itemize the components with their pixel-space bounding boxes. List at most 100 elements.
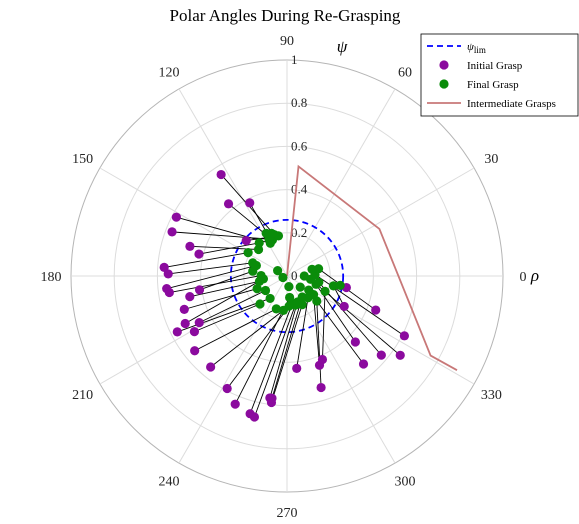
grasp-trajectory-line — [194, 303, 261, 333]
final-grasp-point — [252, 284, 262, 294]
angular-tick-label: 270 — [277, 506, 298, 521]
final-grasp-point — [265, 293, 275, 304]
grasp-trajectory-line — [254, 304, 296, 418]
angular-tick-labels: 0 30 60 90 120 150 180 210 240 270 300 330 — [41, 34, 527, 521]
intermediate-grasp-path — [286, 164, 458, 371]
grid-spoke — [178, 275, 288, 464]
initial-grasp-point — [339, 301, 349, 312]
psi-lim-circle — [229, 218, 345, 334]
grasp-trajectory-line — [189, 280, 260, 298]
final-grasp-point — [254, 238, 264, 248]
radial-tick-label: 0.8 — [291, 95, 307, 110]
grasp-trajectory-line — [177, 298, 271, 333]
initial-grasp-point — [292, 363, 302, 373]
final-grasp-point — [266, 228, 277, 238]
angular-tick-label: 30 — [484, 152, 498, 167]
initial-grasp-point — [223, 199, 234, 209]
initial-grasp-point — [399, 331, 409, 341]
grasp-trajectory-line — [313, 294, 320, 366]
angular-tick-label: 60 — [398, 66, 412, 81]
angular-tick-label: 150 — [72, 152, 93, 167]
initial-grasp-point — [189, 327, 200, 337]
grasp-trajectory-line — [318, 281, 382, 356]
angular-tick-label: 210 — [72, 388, 93, 403]
final-grasp-point — [255, 299, 265, 309]
initial-grasp-point — [163, 269, 173, 279]
initial-grasp-point — [376, 350, 386, 360]
legend-label: Final Grasp — [467, 79, 519, 91]
initial-grasp-point — [194, 249, 204, 259]
final-grasp-point — [243, 248, 253, 258]
radial-tick-label: 0.2 — [291, 225, 307, 240]
grid-spoke — [286, 275, 475, 385]
initial-grasp-point — [395, 350, 405, 360]
grasp-trajectory-line — [316, 300, 322, 388]
angular-tick-label: 180 — [41, 270, 62, 285]
psi-lim-circle-layer — [229, 218, 345, 334]
final-grasp-point — [307, 264, 317, 274]
radial-axis-symbol: ψ — [337, 37, 348, 56]
angular-tick-label: 240 — [159, 474, 180, 489]
legend-label: Intermediate Grasps — [467, 98, 556, 110]
grasp-trajectory-line — [226, 305, 290, 389]
legend-label: Initial Grasp — [467, 60, 523, 72]
legend-swatch-marker — [439, 79, 449, 89]
grasp-trajectory-line — [271, 304, 303, 403]
initial-grasp-point — [194, 318, 204, 328]
initial-grasp-point — [172, 327, 182, 337]
initial-grasp-point — [164, 287, 174, 298]
grasp-trajectory-line — [199, 290, 266, 324]
legend-label: ψlim — [467, 41, 486, 55]
initial-grasp-point — [185, 292, 195, 302]
final-grasp-point — [328, 281, 339, 291]
initial-grasp-point — [358, 359, 369, 369]
polar-grid — [70, 59, 504, 493]
radial-tick-label: 1 — [291, 52, 298, 67]
radial-tick-label: 0 — [291, 268, 298, 283]
grasp-trajectory-line — [164, 252, 249, 268]
chart-title: Polar Angles During Re-Grasping — [170, 6, 401, 25]
final-grasp-point — [258, 274, 269, 284]
radial-tick-label: 0.6 — [291, 138, 308, 153]
grasp-trajectory-line — [321, 291, 326, 360]
final-grasp-point — [320, 286, 330, 296]
final-grasp-point — [278, 272, 288, 283]
grasp-trajectory-line — [184, 278, 264, 324]
grasp-trajectory-line — [172, 231, 270, 240]
final-grasp-point — [273, 266, 283, 276]
initial-grasp-point — [245, 198, 255, 208]
grasp-trajectory-line — [184, 288, 258, 310]
initial-grasp-point — [190, 346, 200, 356]
angular-tick-label: 300 — [395, 474, 416, 489]
initial-grasp-point — [180, 318, 190, 329]
grasp-trajectory-line — [166, 265, 257, 290]
grasp-trajectory-line — [271, 296, 303, 399]
grasp-trajectory-line — [210, 310, 284, 368]
initial-grasp-point — [171, 212, 181, 222]
initial-grasp-point — [230, 399, 240, 409]
initial-grasp-point — [222, 383, 232, 394]
angular-tick-label: 120 — [159, 66, 180, 81]
final-grasp-point — [284, 282, 294, 292]
final-grasp-point — [271, 304, 281, 314]
grid-spoke — [286, 88, 396, 277]
radial-tick-label: 0.4 — [291, 182, 308, 197]
grasp-trajectory-line — [199, 270, 253, 291]
initial-grasp-point — [194, 285, 205, 295]
grasp-trajectory-line — [176, 216, 271, 244]
angular-tick-label: 0 — [520, 270, 527, 285]
initial-grasp-point — [350, 337, 360, 347]
initial-grasp-point — [179, 304, 189, 314]
final-grasp-point — [335, 280, 345, 290]
final-grasp-point — [295, 282, 305, 292]
final-grasp-point — [304, 285, 314, 295]
grasp-trajectory-line — [296, 297, 309, 369]
initial-grasp-point — [185, 241, 195, 251]
initial-grasp-point — [267, 393, 277, 403]
final-grasp-point — [273, 231, 284, 241]
initial-grasp-point — [216, 169, 226, 180]
grasp-trajectory-line — [168, 262, 253, 275]
grasp-trajectory-line — [234, 297, 291, 405]
initial-grasp-point — [371, 305, 381, 315]
initial-grasp-point — [167, 227, 177, 237]
